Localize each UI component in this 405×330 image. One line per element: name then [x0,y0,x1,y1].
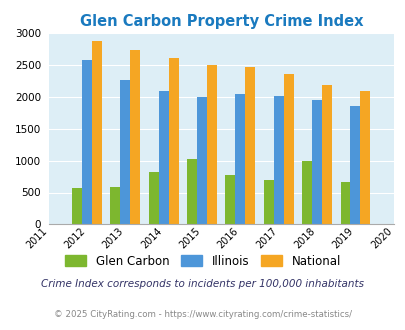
Legend: Glen Carbon, Illinois, National: Glen Carbon, Illinois, National [60,250,345,273]
Bar [350,106,360,224]
Text: Crime Index corresponds to incidents per 100,000 inhabitants: Crime Index corresponds to incidents per… [41,279,364,289]
Text: © 2025 CityRating.com - https://www.cityrating.com/crime-statistics/: © 2025 CityRating.com - https://www.city… [54,310,351,319]
Bar [207,65,217,224]
Bar [321,85,331,224]
Bar [340,182,350,224]
Bar [225,175,235,224]
Bar [197,97,207,224]
Title: Glen Carbon Property Crime Index: Glen Carbon Property Crime Index [79,14,362,29]
Bar [263,180,273,224]
Bar [301,161,311,224]
Bar [110,187,120,224]
Bar [120,80,130,224]
Bar [148,172,158,224]
Bar [245,67,255,224]
Bar [360,91,369,224]
Bar [72,188,82,224]
Bar [235,94,245,224]
Bar [82,60,92,224]
Bar [130,50,140,224]
Bar [158,91,168,224]
Bar [168,58,178,224]
Bar [283,74,293,224]
Bar [187,159,197,224]
Bar [311,100,321,224]
Bar [273,95,283,224]
Bar [92,41,102,224]
